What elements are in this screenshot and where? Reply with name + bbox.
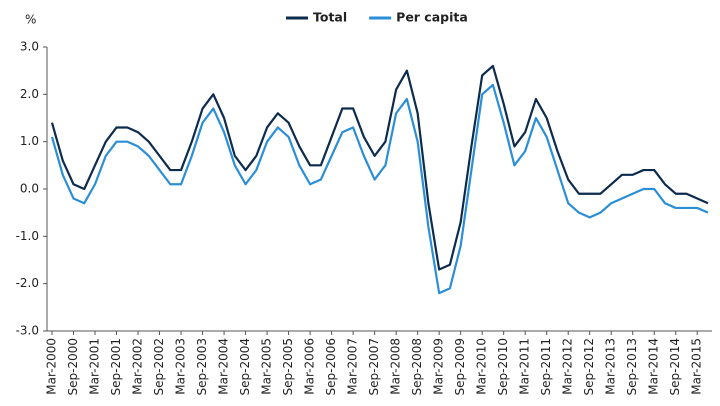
y-tick-label: 2.0: [20, 87, 39, 101]
x-tick-label: Sep-2014: [668, 338, 682, 396]
x-tick-label: Sep-2002: [152, 338, 166, 396]
x-tick-label: Sep-2010: [496, 338, 510, 396]
x-tick-label: Mar-2008: [389, 338, 403, 395]
x-tick-label: Sep-2011: [539, 338, 553, 396]
x-tick-label: Sep-2013: [625, 338, 639, 396]
x-tick-label: Mar-2014: [647, 338, 661, 395]
x-tick-label: Mar-2002: [131, 338, 145, 395]
x-tick-label: Sep-2001: [109, 338, 123, 396]
x-tick-label: Sep-2005: [281, 338, 295, 396]
line-series: [50, 64, 709, 271]
x-tick-label: Mar-2009: [432, 338, 446, 395]
x-tick-label: Mar-2007: [346, 338, 360, 395]
x-tick-label: Sep-2006: [324, 338, 338, 396]
x-tick-label: Sep-2000: [66, 338, 80, 396]
x-tick-label: Mar-2015: [690, 338, 704, 395]
x-tick-label: Mar-2011: [518, 338, 532, 395]
x-tick-label: Mar-2012: [561, 338, 575, 395]
x-tick-label: Mar-2010: [475, 338, 489, 395]
legend-label: Total: [313, 10, 347, 25]
y-tick-label: -3.0: [16, 324, 39, 338]
y-tick-label: 1.0: [20, 134, 39, 148]
x-tick-label: Mar-2006: [303, 338, 317, 395]
y-tick-label: -1.0: [16, 229, 39, 243]
x-tick-label: Mar-2004: [217, 338, 231, 395]
x-tick-label: Sep-2008: [410, 338, 424, 396]
y-tick-label: 3.0: [20, 40, 39, 54]
x-tick-label: Mar-2001: [88, 338, 102, 395]
y-axis-label: %: [25, 13, 36, 27]
x-tick-label: Mar-2003: [174, 338, 188, 395]
x-tick-label: Sep-2009: [453, 338, 467, 396]
x-tick-label: Sep-2007: [367, 338, 381, 396]
legend-label: Per capita: [396, 10, 468, 25]
x-tick-label: Mar-2013: [604, 338, 618, 395]
y-tick-label: 0.0: [20, 182, 39, 196]
line-series: [50, 83, 709, 295]
x-tick-label: Sep-2004: [238, 338, 252, 396]
x-tick-label: Sep-2003: [195, 338, 209, 396]
x-tick-label: Mar-2000: [45, 338, 59, 395]
y-tick-label: -2.0: [16, 276, 39, 290]
x-tick-label: Sep-2012: [582, 338, 596, 396]
x-tick-label: Mar-2005: [260, 338, 274, 395]
